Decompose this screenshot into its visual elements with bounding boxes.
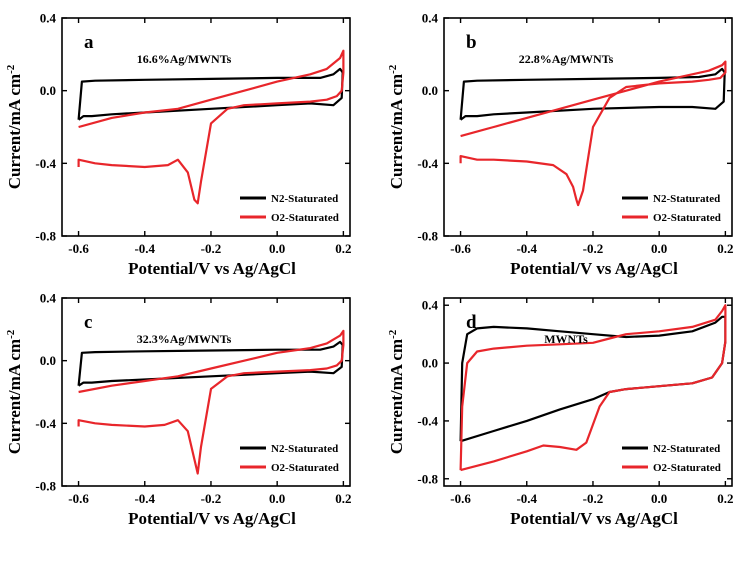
panel-title: MWNTs	[544, 332, 588, 346]
x-tick-label: 0.0	[269, 241, 285, 256]
panel-c: -0.6 -0.4 -0.2 0.0 0.2 -0.8 -0.4 0.0 0.4 c 32.3%Ag…	[5, 291, 352, 529]
n2-curve	[459, 315, 727, 443]
y-axis-title-superscript: -2	[5, 64, 17, 74]
panel-letter: c	[84, 312, 92, 333]
panel-letter: a	[84, 32, 94, 53]
o2-curve	[459, 60, 727, 207]
panel-title: 16.6%Ag/MWNTs	[137, 52, 232, 66]
x-tick-label: -0.2	[201, 491, 222, 506]
panel-b: -0.6 -0.4 -0.2 0.0 0.2 -0.8 -0.4 0.0 0.4 b 22.8%Ag…	[387, 11, 734, 279]
panel-title: 22.8%Ag/MWNTs	[519, 52, 614, 66]
y-tick-label: 0.4	[40, 291, 57, 306]
x-tick-label: 0.2	[335, 241, 351, 256]
y-axis-title-text: Current/mA cm	[387, 339, 406, 454]
y-tick-label: -0.4	[35, 156, 56, 171]
panel-title: 32.3%Ag/MWNTs	[137, 332, 232, 346]
legend-label: O2-Staturated	[271, 462, 339, 474]
x-tick-label: -0.4	[134, 491, 155, 506]
x-tick-label: -0.6	[68, 241, 89, 256]
panel-letter: b	[466, 32, 477, 53]
x-tick-label: 0.2	[717, 491, 733, 506]
y-tick-label: 0.4	[40, 11, 57, 26]
y-tick-label: 0.0	[40, 83, 56, 98]
x-axis-title: Potential/V vs Ag/AgCl	[510, 259, 678, 278]
y-tick-label: -0.4	[35, 416, 56, 431]
x-tick-label: -0.4	[516, 491, 537, 506]
y-tick-label: -0.8	[35, 229, 56, 244]
x-tick-label: 0.2	[335, 491, 351, 506]
x-tick-label: -0.2	[201, 241, 222, 256]
plot-frame	[61, 297, 351, 487]
plot-frame	[61, 17, 351, 237]
y-axis-title: Current/mA cm-2	[5, 64, 24, 189]
n2-curve	[459, 67, 726, 121]
y-tick-label: -0.8	[417, 229, 438, 244]
o2-curve	[77, 329, 345, 475]
o2-curve	[459, 304, 727, 472]
y-axis-title: Current/mA cm-2	[387, 329, 406, 454]
x-tick-label: -0.4	[134, 241, 155, 256]
panel-a: -0.6 -0.4 -0.2 0.0 0.2 -0.8 -0.4 0.0 0.4 a 16.6%Ag…	[5, 11, 352, 279]
x-axis-title: Potential/V vs Ag/AgCl	[510, 509, 678, 528]
x-axis-title: Potential/V vs Ag/AgCl	[128, 259, 296, 278]
legend-label: N2-Staturated	[653, 443, 720, 455]
plot-frame	[443, 297, 733, 487]
o2-curve	[77, 49, 345, 205]
x-tick-label: 0.0	[269, 491, 285, 506]
x-tick-label: -0.6	[68, 491, 89, 506]
x-tick-label: -0.4	[516, 241, 537, 256]
y-tick-label: -0.4	[417, 413, 438, 428]
plot-frame	[443, 17, 733, 237]
y-axis-title-text: Current/mA cm	[5, 74, 24, 189]
legend-label: N2-Staturated	[271, 193, 338, 205]
y-tick-label: -0.8	[417, 471, 438, 486]
y-axis-title: Current/mA cm-2	[5, 329, 24, 454]
y-tick-label: 0.4	[422, 298, 439, 313]
y-tick-label: 0.0	[422, 83, 438, 98]
x-tick-label: -0.6	[450, 491, 471, 506]
legend-label: O2-Staturated	[653, 212, 721, 224]
x-tick-label: -0.2	[583, 241, 604, 256]
x-axis-title: Potential/V vs Ag/AgCl	[128, 509, 296, 528]
y-tick-label: 0.0	[422, 356, 438, 371]
y-axis-title-text: Current/mA cm	[5, 339, 24, 454]
legend-label: N2-Staturated	[271, 443, 338, 455]
y-axis-title: Current/mA cm-2	[387, 64, 406, 189]
y-axis-title-superscript: -2	[387, 64, 399, 74]
y-axis-title-superscript: -2	[387, 329, 399, 339]
y-tick-label: 0.4	[422, 11, 439, 26]
x-tick-label: -0.2	[583, 491, 604, 506]
x-tick-label: -0.6	[450, 241, 471, 256]
legend-label: O2-Staturated	[271, 212, 339, 224]
y-axis-title-superscript: -2	[5, 329, 17, 339]
legend-label: N2-Staturated	[653, 193, 720, 205]
y-tick-label: 0.0	[40, 353, 56, 368]
y-axis-title-text: Current/mA cm	[387, 74, 406, 189]
legend-label: O2-Staturated	[653, 462, 721, 474]
x-tick-label: 0.0	[651, 491, 667, 506]
x-tick-label: 0.0	[651, 241, 667, 256]
y-tick-label: -0.8	[35, 479, 56, 494]
x-tick-label: 0.2	[717, 241, 733, 256]
panel-d: -0.6 -0.4 -0.2 0.0 0.2 -0.8 -0.4 0.0 0.4 d MWNTs N2…	[387, 297, 734, 528]
panel-letter: d	[466, 312, 477, 333]
y-tick-label: -0.4	[417, 156, 438, 171]
